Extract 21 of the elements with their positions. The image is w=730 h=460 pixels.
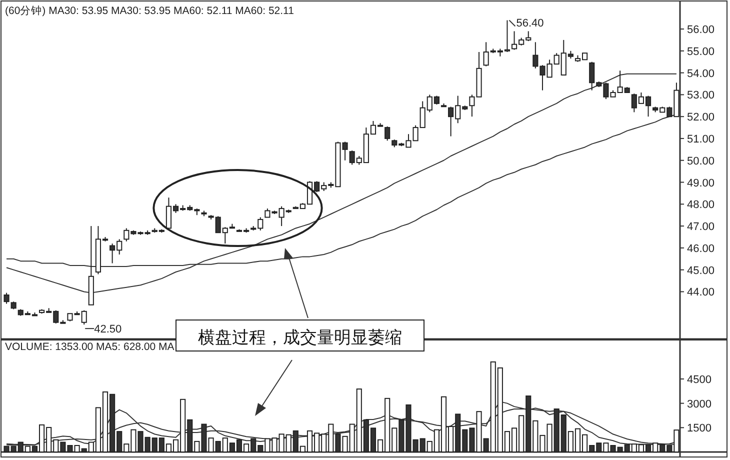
y-tick-label: 47.00 bbox=[687, 221, 715, 234]
y-tick-label: 46.00 bbox=[687, 242, 715, 255]
annotation: 56.40 bbox=[516, 17, 544, 30]
y-tick-label: 51.00 bbox=[687, 133, 715, 146]
y-tick-label: 4500 bbox=[687, 374, 712, 386]
y-tick-label: 45.00 bbox=[687, 264, 715, 277]
chart-title: (60分钟) MA30: 53.95 MA30: 53.95 MA60: 52.11 MA60: 52.11 bbox=[5, 5, 294, 17]
y-tick-label: 3000 bbox=[687, 398, 712, 410]
chart-title: VOLUME: 1353.00 MA5: 628.00 MA bbox=[5, 341, 174, 353]
y-tick-label: 48.00 bbox=[687, 199, 715, 212]
y-tick-label: 53.00 bbox=[687, 90, 715, 102]
y-tick-label: 56.00 bbox=[687, 24, 715, 36]
annotation: 横盘过程，成交量明显萎缩 bbox=[198, 328, 402, 347]
annotation: 42.50 bbox=[94, 324, 122, 336]
y-tick-label: 1500 bbox=[687, 422, 712, 435]
y-tick-label: 55.00 bbox=[687, 46, 715, 58]
y-tick-label: 54.00 bbox=[687, 68, 715, 80]
y-tick-label: 44.00 bbox=[687, 286, 715, 299]
y-tick-label: 50.00 bbox=[687, 155, 715, 168]
y-tick-label: 52.00 bbox=[687, 112, 715, 124]
y-tick-label: 49.00 bbox=[687, 177, 715, 190]
